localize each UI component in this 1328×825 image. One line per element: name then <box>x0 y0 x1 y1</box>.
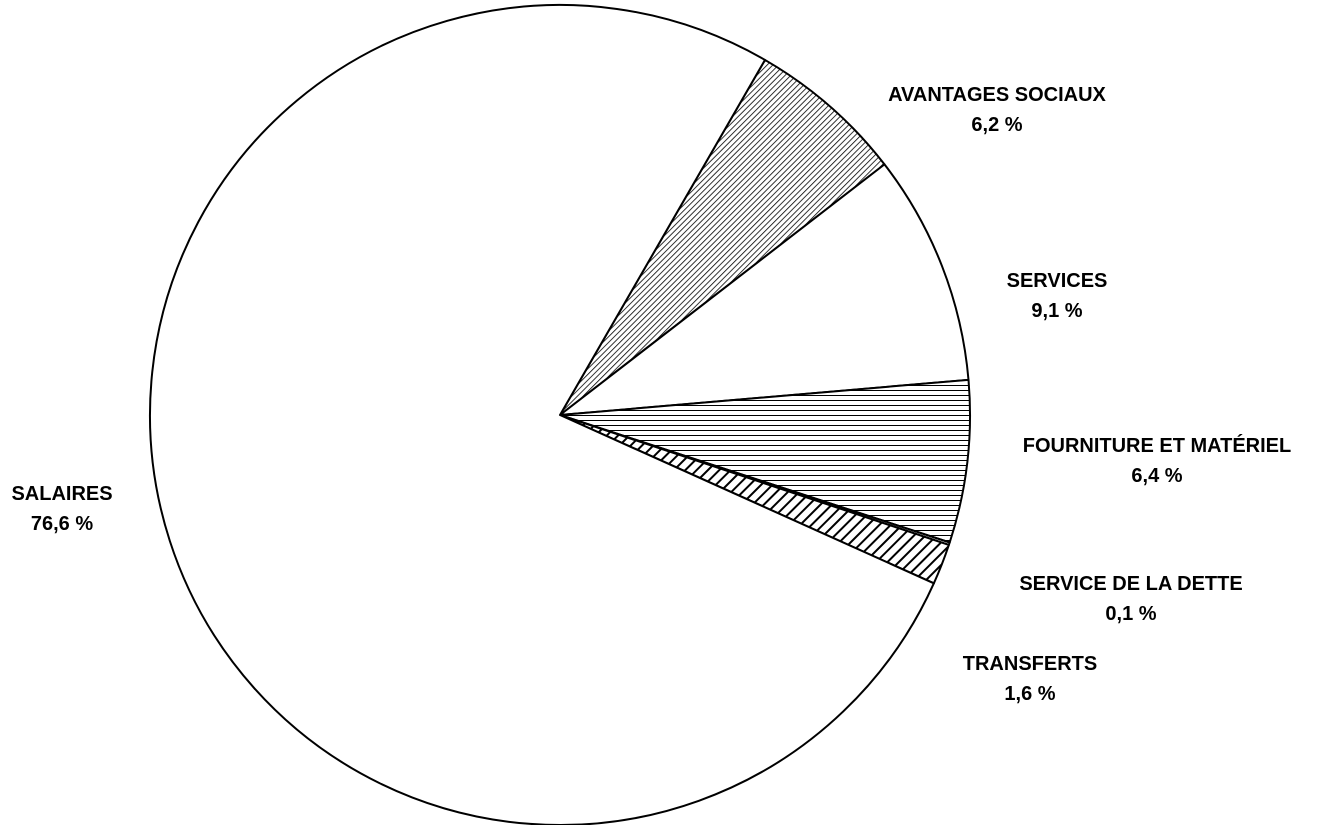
slices-layer <box>149 4 971 825</box>
slice-label-name: TRANSFERTS <box>963 653 1097 675</box>
slice-label-value: 6,4 % <box>1131 465 1182 487</box>
slice-label-value: 9,1 % <box>1031 300 1082 322</box>
slice-label-name: SALAIRES <box>11 483 112 505</box>
pie-slice-fourniture-et-mat-riel <box>559 378 971 544</box>
pie-slice-services <box>559 163 970 416</box>
slice-label-name: SERVICES <box>1007 270 1108 292</box>
slice-label-value: 6,2 % <box>971 114 1022 136</box>
pie-slice-salaires <box>149 4 935 825</box>
slice-label-value: 1,6 % <box>1004 683 1055 705</box>
labels-layer: AVANTAGES SOCIAUX 6,2 % SERVICES 9,1 % FOURN… <box>11 84 1291 705</box>
slice-label-name: SERVICE DE LA DETTE <box>1019 573 1242 595</box>
pie-slice-avantages-sociaux <box>559 58 886 416</box>
slice-label-value: 76,6 % <box>31 513 93 535</box>
slice-label-name: FOURNITURE ET MATÉRIEL <box>1023 434 1292 457</box>
slice-label-value: 0,1 % <box>1105 603 1156 625</box>
slice-label-name: AVANTAGES SOCIAUX <box>888 84 1106 106</box>
